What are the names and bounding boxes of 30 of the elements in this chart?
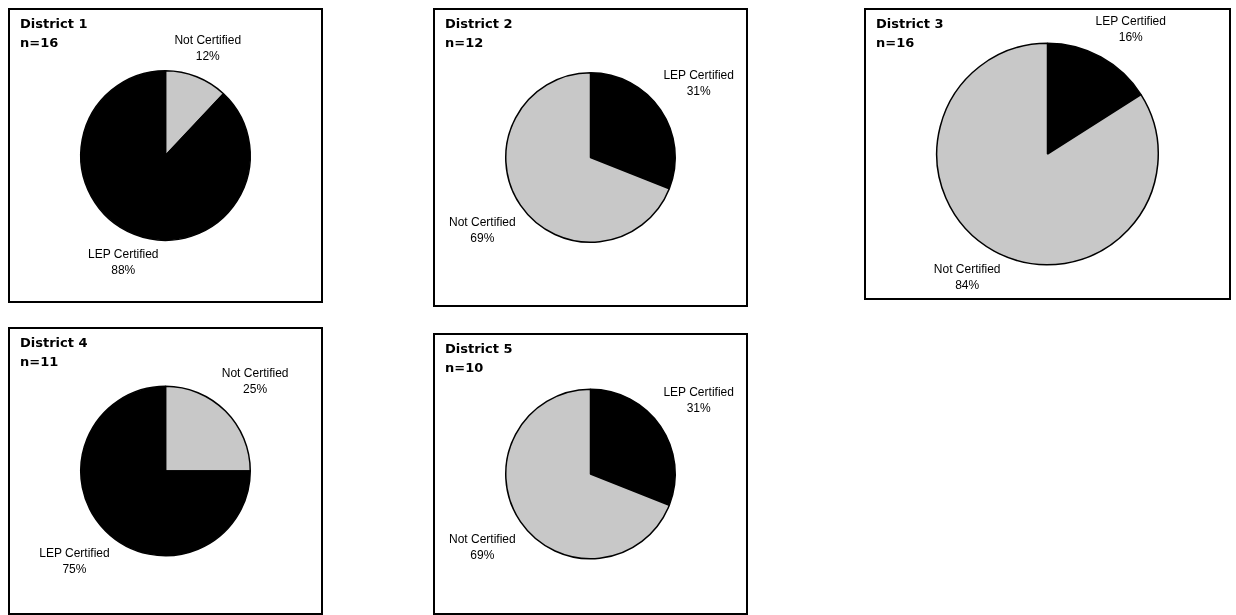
chart-title: District 4 — [20, 334, 88, 352]
slice-label: Not Certified — [174, 33, 242, 48]
chart-title: District 2 — [445, 15, 513, 33]
text: n=16 — [876, 34, 916, 52]
chart-subtitle: n=16 — [20, 34, 60, 52]
chart-subtitle: n=11 — [20, 353, 60, 371]
data-label: 25% — [243, 381, 268, 396]
data-label: 16% — [1118, 30, 1144, 45]
slice-label: Not Certified — [933, 262, 1001, 277]
slice-label: LEP Certified — [39, 546, 110, 561]
slice-label: Not Certified — [449, 215, 516, 230]
data-label: 84% — [955, 278, 980, 293]
data-label: 69% — [470, 231, 495, 246]
data-label: 12% — [195, 49, 221, 64]
chart-title: District 5 — [445, 340, 513, 358]
chart-subtitle: n=10 — [445, 359, 485, 377]
slice-label: LEP Certified — [88, 246, 159, 261]
slice-label: Not Certified — [221, 365, 289, 380]
slice-label: LEP Certified — [1095, 14, 1166, 29]
data-label: 88% — [111, 262, 136, 277]
data-label: 69% — [470, 547, 495, 562]
slice-label: LEP Certified — [663, 68, 734, 83]
chart-title: District 3 — [876, 15, 944, 33]
chart-subtitle: n=12 — [445, 34, 485, 52]
data-label: 75% — [62, 562, 87, 577]
chart-title: District 1 — [20, 15, 88, 33]
slice-label: LEP Certified — [663, 384, 734, 399]
data-label: 31% — [686, 84, 711, 99]
slice-label: Not Certified — [449, 531, 516, 546]
data-label: 31% — [686, 400, 711, 415]
